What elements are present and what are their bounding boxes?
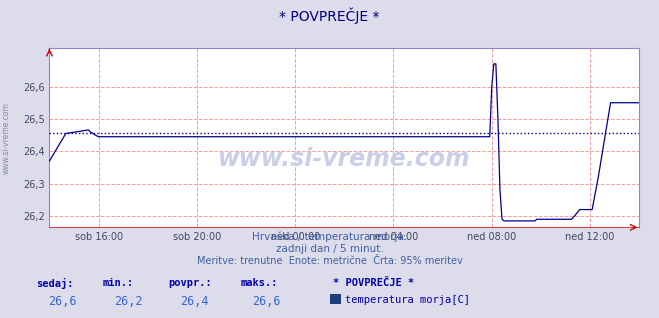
Text: Meritve: trenutne  Enote: metrične  Črta: 95% meritev: Meritve: trenutne Enote: metrične Črta: …: [196, 256, 463, 266]
Text: 26,6: 26,6: [48, 295, 76, 308]
Text: 26,6: 26,6: [252, 295, 281, 308]
Text: www.si-vreme.com: www.si-vreme.com: [2, 102, 11, 174]
Text: * POVPREČJE *: * POVPREČJE *: [279, 8, 380, 24]
Text: temperatura morja[C]: temperatura morja[C]: [345, 295, 470, 305]
Text: povpr.:: povpr.:: [168, 278, 212, 288]
Text: www.si-vreme.com: www.si-vreme.com: [218, 147, 471, 171]
Text: Hrvaška / temperatura morja.: Hrvaška / temperatura morja.: [252, 232, 407, 242]
Text: 26,4: 26,4: [180, 295, 208, 308]
Text: maks.:: maks.:: [241, 278, 278, 288]
Text: * POVPREČJE *: * POVPREČJE *: [333, 278, 414, 288]
Text: zadnji dan / 5 minut.: zadnji dan / 5 minut.: [275, 244, 384, 254]
Text: sedaj:: sedaj:: [36, 278, 74, 289]
Text: 26,2: 26,2: [114, 295, 142, 308]
Text: min.:: min.:: [102, 278, 133, 288]
